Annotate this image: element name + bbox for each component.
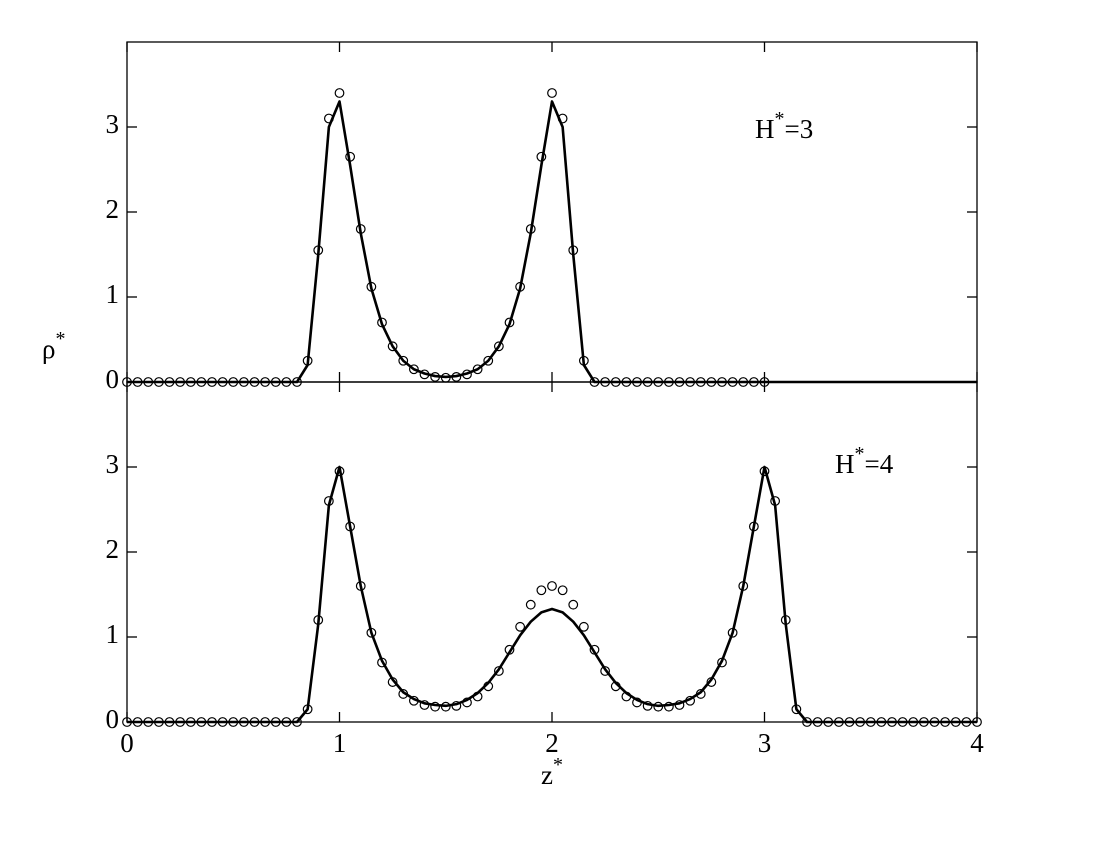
data-point: [557, 585, 568, 596]
y-tick-label: 3: [106, 109, 120, 139]
plot-frame: [126, 41, 978, 383]
annotation: H*=4: [835, 443, 894, 480]
data-point: [387, 341, 398, 352]
data-point: [663, 701, 674, 712]
y-tick-label: 2: [106, 534, 120, 564]
data-point: [493, 341, 504, 352]
data-point: [578, 621, 589, 632]
x-tick-label: 3: [758, 728, 772, 758]
x-tick-label: 1: [333, 728, 347, 758]
data-point: [600, 666, 611, 676]
x-axis-label: z*: [541, 754, 563, 791]
data-line: [127, 100, 977, 384]
y-tick-label: 1: [106, 279, 120, 309]
x-tick-label: 2: [545, 728, 559, 758]
data-point: [483, 355, 494, 366]
data-point: [472, 364, 483, 375]
x-tick-label: 4: [970, 728, 984, 758]
data-point: [568, 599, 579, 610]
data-point: [536, 585, 547, 596]
y-tick-label: 2: [106, 194, 120, 224]
data-point: [515, 621, 526, 632]
data-point: [547, 88, 557, 98]
data-point: [430, 701, 441, 712]
data-line: [127, 465, 977, 724]
y-tick-label: 1: [106, 619, 120, 649]
data-point: [398, 355, 409, 366]
data-point: [493, 666, 504, 676]
x-tick-label: 0: [120, 728, 134, 758]
plot-frame: [126, 381, 978, 723]
data-point: [547, 581, 557, 591]
y-tick-label: 0: [106, 364, 120, 394]
y-tick-label: 0: [106, 704, 120, 734]
annotation: H*=3: [755, 108, 813, 145]
y-tick-label: 3: [106, 449, 120, 479]
data-point: [408, 364, 419, 375]
data-point: [525, 599, 536, 610]
data-point: [334, 88, 345, 98]
y-axis-label: ρ*: [42, 328, 65, 365]
